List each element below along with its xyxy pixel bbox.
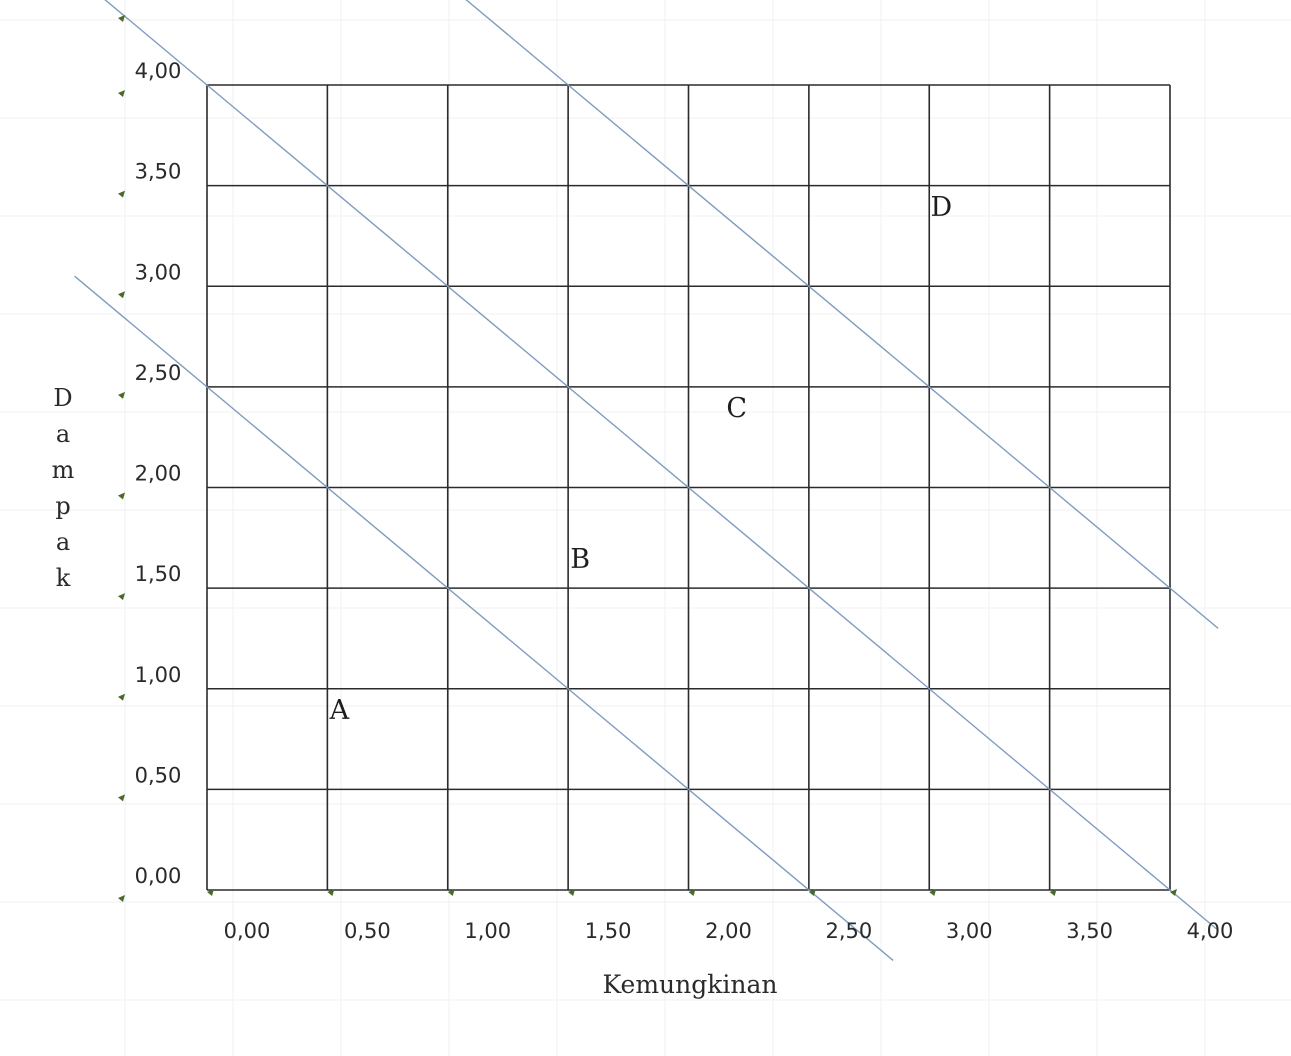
x-tick-marker (1170, 889, 1177, 896)
x-tick-marker (688, 889, 696, 896)
y-axis-title-char: a (56, 420, 70, 448)
y-tick-label: 2,00 (135, 462, 182, 486)
x-tick-marker (929, 889, 937, 896)
zone-label-d: D (930, 192, 952, 223)
y-tick-marker (118, 15, 125, 22)
y-axis-title-char: D (53, 384, 72, 412)
y-tick-label: 1,00 (135, 663, 182, 687)
y-tick-label: 3,50 (135, 160, 182, 184)
x-tick-label: 3,00 (946, 919, 993, 943)
y-tick-label: 1,50 (135, 562, 182, 586)
x-tick-label: 4,00 (1187, 919, 1234, 943)
x-tick-label: 1,00 (464, 919, 511, 943)
y-axis-title-char: a (56, 528, 70, 556)
y-tick-marker (118, 693, 125, 701)
x-tick-label: 1,50 (585, 919, 632, 943)
zone-boundary-line (104, 0, 1219, 931)
y-tick-label: 2,50 (135, 361, 182, 385)
y-tick-marker (118, 90, 125, 97)
y-tick-marker (118, 492, 125, 500)
y-tick-label: 4,00 (135, 59, 182, 83)
y-tick-marker (118, 895, 125, 902)
zone-boundary-line (74, 275, 894, 961)
y-tick-marker (118, 190, 125, 198)
x-tick-marker (447, 889, 455, 896)
x-tick-marker (327, 889, 335, 896)
y-tick-label: 0,00 (135, 864, 182, 888)
tick-markers (118, 15, 1177, 902)
x-tick-label: 2,00 (705, 919, 752, 943)
y-tick-marker (118, 794, 125, 802)
x-axis-title: Kemungkinan (603, 970, 778, 999)
zone-label-a: A (329, 695, 350, 726)
x-tick-label: 2,50 (825, 919, 872, 943)
x-axis-tick-labels: 0,00 0,50 1,00 1,50 2,00 2,50 3,00 3,50 4,00 (224, 919, 1234, 943)
zone-boundary-line (465, 0, 1219, 629)
y-tick-marker (118, 391, 125, 399)
x-tick-marker (1049, 889, 1057, 896)
x-tick-marker (207, 889, 214, 896)
x-tick-marker (808, 889, 816, 896)
zone-labels: A B C D (329, 192, 952, 726)
zone-boundary-lines (74, 0, 1219, 961)
x-tick-label: 0,00 (224, 919, 271, 943)
y-tick-label: 3,00 (135, 260, 182, 284)
x-tick-label: 0,50 (344, 919, 391, 943)
y-tick-marker (118, 291, 125, 299)
y-tick-marker (118, 593, 125, 601)
y-axis-title-char: p (55, 492, 70, 520)
y-tick-label: 0,50 (135, 763, 182, 787)
y-axis-title-char: m (52, 456, 75, 484)
y-axis-tick-labels: 0,00 0,50 1,00 1,50 2,00 2,50 3,00 3,50 4,00 (135, 59, 182, 888)
y-axis-title-char: k (56, 564, 71, 592)
matrix-grid (206, 84, 1171, 891)
zone-label-c: C (726, 393, 747, 424)
x-tick-label: 3,50 (1066, 919, 1113, 943)
zone-label-b: B (570, 544, 590, 575)
x-tick-marker (568, 889, 576, 896)
